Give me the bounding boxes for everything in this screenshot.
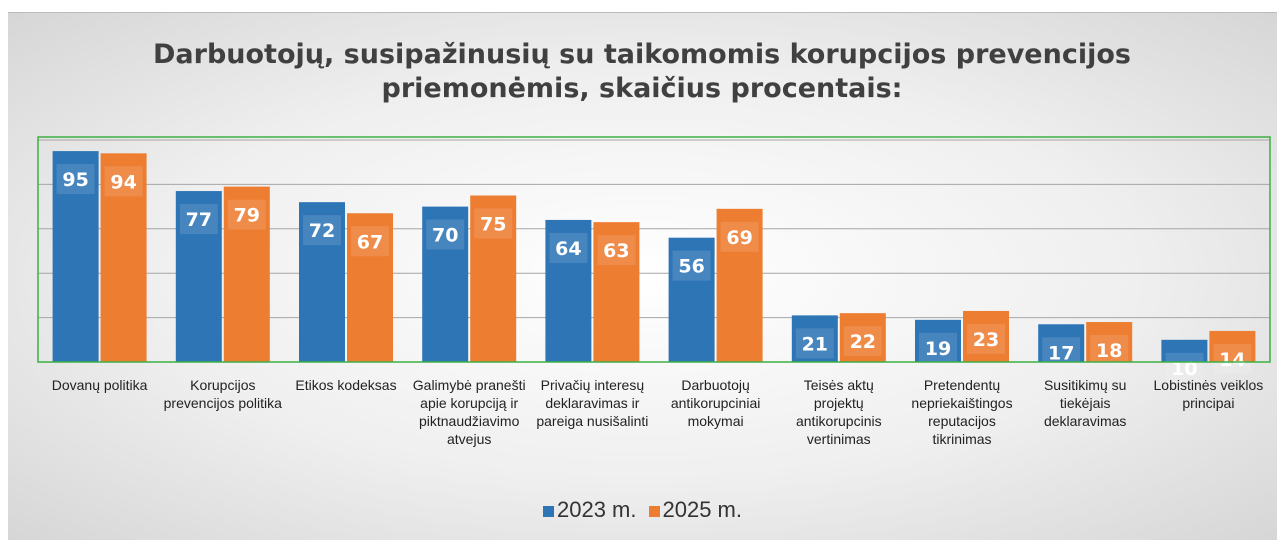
data-label-box bbox=[1213, 343, 1252, 374]
data-label-box bbox=[351, 226, 389, 257]
data-label: 75 bbox=[480, 214, 506, 236]
data-label-box bbox=[1165, 352, 1204, 383]
legend-item: 2025 m. bbox=[648, 497, 743, 523]
bar bbox=[1161, 339, 1208, 362]
legend-label: 2025 m. bbox=[662, 497, 743, 522]
x-tick-label: Etikos kodeksas bbox=[295, 377, 397, 393]
data-label-box bbox=[843, 326, 882, 357]
legend: 2023 m. 2025 m. bbox=[0, 497, 1285, 523]
data-label: 63 bbox=[603, 240, 629, 262]
bar bbox=[100, 153, 147, 362]
bar bbox=[52, 151, 99, 362]
bar bbox=[545, 219, 592, 362]
data-label-box bbox=[672, 250, 711, 281]
data-label: 14 bbox=[1219, 349, 1245, 371]
bar bbox=[593, 222, 640, 362]
data-label: 56 bbox=[678, 256, 704, 278]
data-label-box bbox=[303, 215, 341, 246]
data-label-box bbox=[795, 328, 834, 359]
data-label: 22 bbox=[850, 331, 876, 353]
data-label-box bbox=[720, 221, 759, 252]
data-label-box bbox=[597, 235, 636, 266]
bar bbox=[915, 319, 961, 362]
chart-title: Darbuotojų, susipažinusių su taikomomis … bbox=[153, 39, 1131, 104]
data-label: 19 bbox=[925, 338, 951, 360]
bar bbox=[422, 206, 469, 362]
data-label-box bbox=[474, 208, 513, 239]
bar bbox=[668, 237, 715, 362]
data-label: 17 bbox=[1048, 342, 1074, 364]
data-label: 18 bbox=[1096, 340, 1122, 362]
data-label: 69 bbox=[726, 227, 752, 249]
data-label-box bbox=[919, 332, 957, 363]
bar bbox=[223, 186, 270, 362]
data-label-box bbox=[967, 323, 1005, 354]
x-tick-label: Susitikimų su tiekėjais deklaravimas bbox=[1043, 377, 1127, 429]
data-label-box bbox=[179, 204, 218, 235]
x-tick-label: Galimybė pranešti apie korupciją ir pikt… bbox=[412, 377, 526, 447]
x-tick-label: Korupcijos prevencijos politika bbox=[163, 377, 282, 411]
data-label-box bbox=[549, 232, 588, 263]
bar bbox=[1038, 324, 1085, 362]
data-label: 77 bbox=[186, 209, 212, 231]
data-label: 94 bbox=[110, 171, 136, 193]
data-label: 67 bbox=[357, 231, 383, 253]
bar bbox=[175, 191, 222, 362]
data-label-box bbox=[56, 164, 95, 195]
bar bbox=[347, 213, 393, 362]
data-label: 79 bbox=[234, 205, 260, 227]
x-tick-label: Lobistinės veiklos principai bbox=[1153, 377, 1264, 411]
data-label: 95 bbox=[62, 169, 88, 191]
bar bbox=[470, 195, 517, 362]
bar bbox=[839, 313, 886, 362]
legend-swatch bbox=[648, 506, 660, 517]
data-label: 21 bbox=[802, 333, 828, 355]
x-tick-label: Privačių interesų deklaravimas ir pareig… bbox=[536, 377, 649, 429]
bar bbox=[791, 315, 838, 362]
bar bbox=[1209, 330, 1256, 362]
data-label: 64 bbox=[555, 238, 581, 260]
legend-label: 2023 m. bbox=[557, 497, 637, 522]
data-label: 72 bbox=[309, 220, 335, 242]
data-label: 70 bbox=[432, 225, 458, 247]
x-tick-label: Darbuotojų antikorupciniai mokymai bbox=[670, 377, 761, 429]
data-label: 10 bbox=[1171, 358, 1197, 380]
data-label-box bbox=[227, 199, 266, 230]
legend-swatch bbox=[543, 506, 554, 517]
x-tick-label: Dovanų politika bbox=[51, 377, 148, 393]
plot-border bbox=[37, 136, 1271, 363]
data-label-box bbox=[104, 166, 143, 197]
data-label: 23 bbox=[973, 329, 999, 351]
bar bbox=[299, 202, 345, 362]
legend-item: 2023 m. bbox=[543, 497, 637, 523]
bar bbox=[963, 310, 1009, 362]
x-tick-label: Pretendentų nepriekaištingos reputacijos… bbox=[911, 377, 1013, 447]
x-tick-label: Teisės aktų projektų antikorupcinis vert… bbox=[795, 377, 882, 447]
bar bbox=[716, 208, 763, 362]
data-label-box bbox=[426, 219, 465, 250]
data-label-box bbox=[1090, 335, 1129, 366]
bar bbox=[1086, 322, 1133, 362]
